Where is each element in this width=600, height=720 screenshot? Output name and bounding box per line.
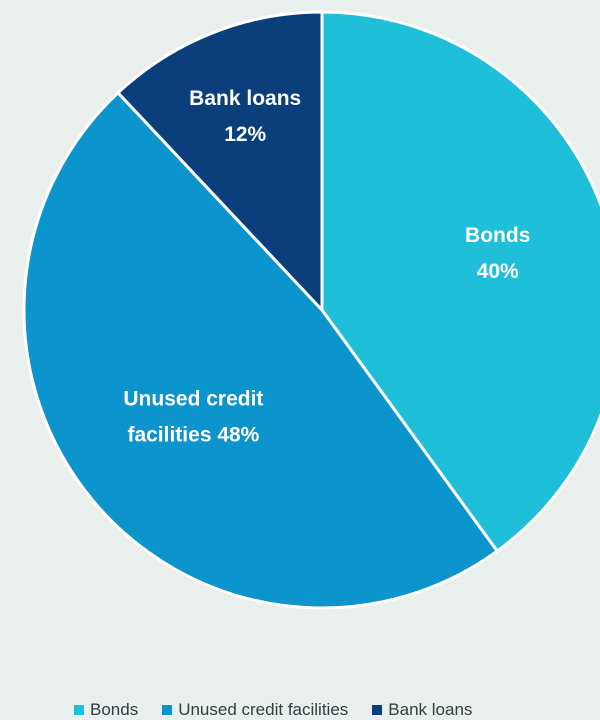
pie-slices xyxy=(22,10,600,610)
legend-label-unused-credit-facilities: Unused credit facilities xyxy=(178,700,349,719)
slice-label-unused-credit-facilities: Unused credit facilities 48% xyxy=(123,387,263,446)
legend-swatch-bank-loans xyxy=(372,705,383,715)
legend-item-unused-credit-facilities: Unused credit facilities xyxy=(162,700,348,720)
slice-labels: Bonds 40% Unused credit facilities 48% Bank … xyxy=(123,87,530,446)
pie-slice-unused-credit-facilities xyxy=(22,90,500,610)
slice-label-bonds: Bonds 40% xyxy=(465,224,530,283)
legend-swatch-bonds xyxy=(74,705,84,715)
legend-swatch-unused-credit-facilities xyxy=(162,705,173,715)
slice-label-bank-loans: Bank loans 12% xyxy=(189,87,301,146)
legend-item-bank-loans: Bank loans xyxy=(372,700,472,720)
legend-label-bonds: Bonds xyxy=(90,700,139,719)
legend-label-bank-loans: Bank loans xyxy=(388,700,473,719)
legend-item-bonds: Bonds xyxy=(74,700,138,720)
pie-slice-bank-loans xyxy=(115,10,324,314)
chart-legend: Bonds Unused credit facilities Bank loan… xyxy=(74,700,472,720)
pie-slice-bonds xyxy=(320,10,600,554)
